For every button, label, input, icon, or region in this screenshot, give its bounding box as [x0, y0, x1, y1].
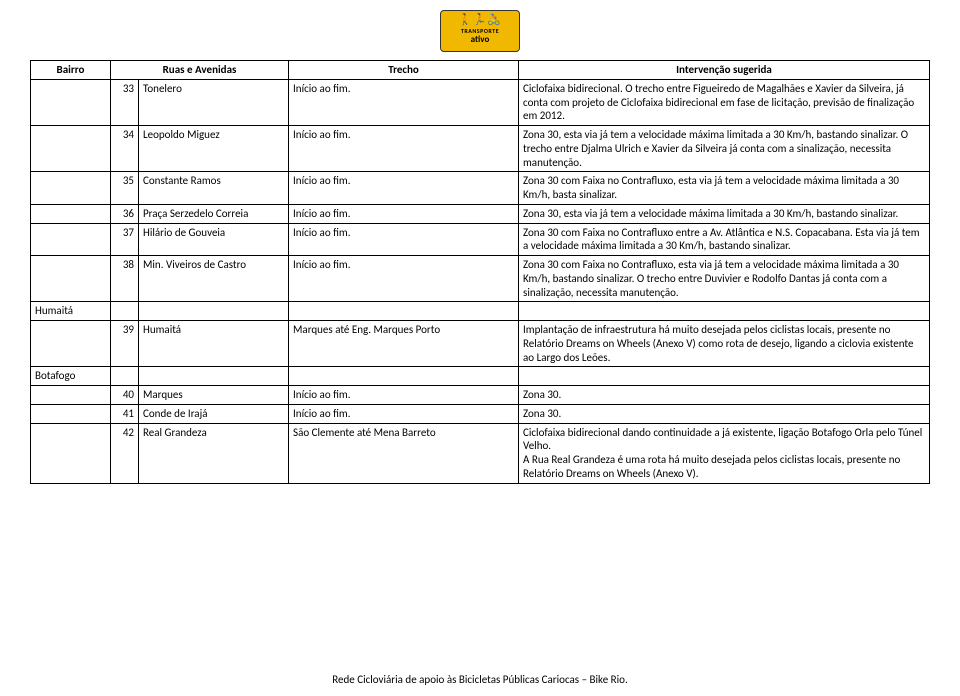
cell-rua	[139, 302, 289, 321]
cell-interv: Implantação de infraestrutura há muito d…	[519, 321, 930, 367]
header-bairro: Bairro	[31, 61, 111, 80]
cell-bairro	[31, 126, 111, 172]
cell-bairro	[31, 223, 111, 256]
cell-trecho: Início ao fim.	[289, 79, 519, 125]
cell-num: 38	[111, 256, 139, 302]
section-row-botafogo: Botafogo	[31, 367, 930, 386]
cell-rua: Min. Viveiros de Castro	[139, 256, 289, 302]
cell-rua: Constante Ramos	[139, 172, 289, 205]
section-humaita: Humaitá	[31, 302, 111, 321]
cell-bairro	[31, 321, 111, 367]
cell-num	[111, 302, 139, 321]
table-row: 41 Conde de Irajá Início ao fim. Zona 30…	[31, 404, 930, 423]
cell-rua: Humaitá	[139, 321, 289, 367]
cell-num	[111, 367, 139, 386]
cell-interv: Zona 30, esta via já tem a velocidade má…	[519, 126, 930, 172]
table-row: 34 Leopoldo Miguez Início ao fim. Zona 3…	[31, 126, 930, 172]
cell-interv: Ciclofaixa bidirecional dando continuida…	[519, 423, 930, 483]
logo: 🚶🏃🚴 TRANSPORTE ativo	[440, 10, 520, 52]
cell-interv: Zona 30 com Faixa no Contrafluxo, esta v…	[519, 256, 930, 302]
cell-interv: Zona 30.	[519, 386, 930, 405]
table-header-row: Bairro Ruas e Avenidas Trecho Intervençã…	[31, 61, 930, 80]
section-botafogo: Botafogo	[31, 367, 111, 386]
table-row: 42 Real Grandeza São Clemente até Mena B…	[31, 423, 930, 483]
cell-num: 33	[111, 79, 139, 125]
cell-rua: Tonelero	[139, 79, 289, 125]
cell-trecho: Início ao fim.	[289, 204, 519, 223]
cell-bairro	[31, 256, 111, 302]
cell-interv: Zona 30.	[519, 404, 930, 423]
cell-rua: Hilário de Gouveia	[139, 223, 289, 256]
cell-bairro	[31, 172, 111, 205]
footer-text: Rede Cicloviária de apoio às Bicicletas …	[0, 673, 960, 686]
cell-rua: Marques	[139, 386, 289, 405]
logo-container: 🚶🏃🚴 TRANSPORTE ativo	[30, 10, 930, 52]
cell-num: 34	[111, 126, 139, 172]
header-intervencao: Intervenção sugerida	[519, 61, 930, 80]
header-trecho: Trecho	[289, 61, 519, 80]
logo-icons: 🚶🏃🚴	[441, 13, 519, 26]
cell-rua: Real Grandeza	[139, 423, 289, 483]
cell-trecho: Marques até Eng. Marques Porto	[289, 321, 519, 367]
cell-trecho: Início ao fim.	[289, 256, 519, 302]
cell-num: 41	[111, 404, 139, 423]
table-row: 38 Min. Viveiros de Castro Início ao fim…	[31, 256, 930, 302]
table-row: 40 Marques Início ao fim. Zona 30.	[31, 386, 930, 405]
cell-num: 39	[111, 321, 139, 367]
header-ruas: Ruas e Avenidas	[111, 61, 289, 80]
cell-num: 36	[111, 204, 139, 223]
cell-bairro	[31, 204, 111, 223]
table-row: 36 Praça Serzedelo Correia Início ao fim…	[31, 204, 930, 223]
cell-trecho	[289, 367, 519, 386]
cell-rua: Conde de Irajá	[139, 404, 289, 423]
cell-rua: Praça Serzedelo Correia	[139, 204, 289, 223]
cell-num: 35	[111, 172, 139, 205]
cell-trecho	[289, 302, 519, 321]
cell-rua: Leopoldo Miguez	[139, 126, 289, 172]
main-table: Bairro Ruas e Avenidas Trecho Intervençã…	[30, 60, 930, 484]
section-row-humaita: Humaitá	[31, 302, 930, 321]
logo-line2: ativo	[441, 35, 519, 44]
table-row: 37 Hilário de Gouveia Início ao fim. Zon…	[31, 223, 930, 256]
cell-interv: Zona 30 com Faixa no Contrafluxo, esta v…	[519, 172, 930, 205]
cell-trecho: Início ao fim.	[289, 404, 519, 423]
cell-bairro	[31, 404, 111, 423]
cell-trecho: São Clemente até Mena Barreto	[289, 423, 519, 483]
cell-interv: Zona 30, esta via já tem a velocidade má…	[519, 204, 930, 223]
cell-num: 37	[111, 223, 139, 256]
cell-bairro	[31, 386, 111, 405]
cell-num: 40	[111, 386, 139, 405]
table-row: 35 Constante Ramos Início ao fim. Zona 3…	[31, 172, 930, 205]
cell-interv: Ciclofaixa bidirecional. O trecho entre …	[519, 79, 930, 125]
cell-trecho: Início ao fim.	[289, 386, 519, 405]
cell-trecho: Início ao fim.	[289, 126, 519, 172]
cell-bairro	[31, 79, 111, 125]
table-row: 33 Tonelero Início ao fim. Ciclofaixa bi…	[31, 79, 930, 125]
cell-trecho: Início ao fim.	[289, 223, 519, 256]
cell-interv	[519, 367, 930, 386]
cell-trecho: Início ao fim.	[289, 172, 519, 205]
cell-num: 42	[111, 423, 139, 483]
cell-interv: Zona 30 com Faixa no Contrafluxo entre a…	[519, 223, 930, 256]
cell-interv	[519, 302, 930, 321]
cell-bairro	[31, 423, 111, 483]
cell-rua	[139, 367, 289, 386]
table-row: 39 Humaitá Marques até Eng. Marques Port…	[31, 321, 930, 367]
